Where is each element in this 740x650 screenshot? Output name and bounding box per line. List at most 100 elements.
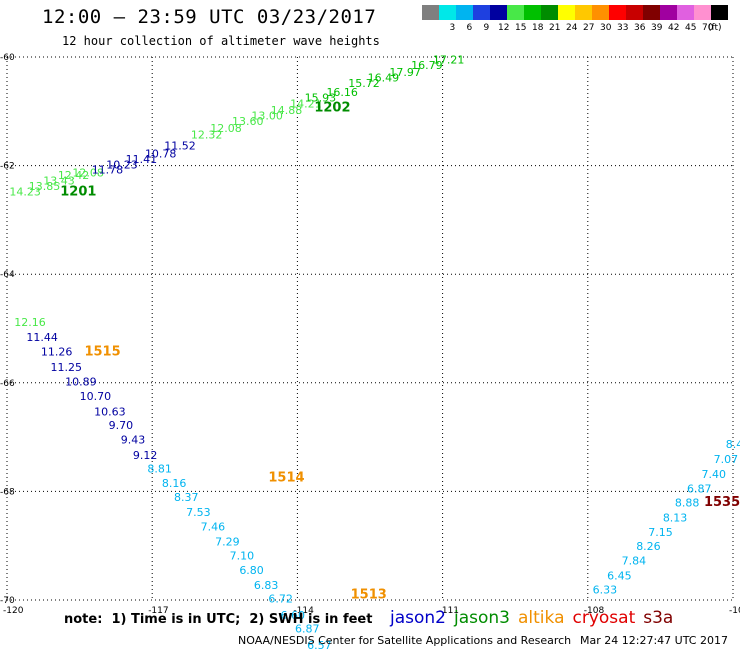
wave-height-value: 8.81: [147, 462, 172, 475]
colorbar-swatch: [575, 5, 592, 20]
colorbar-swatch: [524, 5, 541, 20]
wave-height-value: 11.41: [126, 153, 158, 166]
lon-tick-label: -114: [293, 606, 314, 616]
colorbar-swatch: [643, 5, 660, 20]
wave-height-value: 13.00: [251, 109, 282, 122]
wave-height-value: 17.97: [389, 66, 421, 79]
wave-height-value: 10.78: [145, 147, 177, 160]
wave-height-value: 8.37: [174, 491, 199, 504]
credit-line: NOAA/NESDIS Center for Satellite Applica…: [238, 634, 572, 647]
wave-height-value: 6.80: [239, 564, 264, 577]
wave-height-value: 10.70: [80, 390, 112, 403]
wave-height-value: 6.87: [295, 623, 320, 636]
colorbar-label: 9: [483, 23, 490, 33]
wave-height-value: 9.43: [121, 434, 145, 447]
colorbar-swatch: [558, 5, 575, 20]
wave-height-value: 6.33: [593, 583, 618, 596]
colorbar-swatch: [626, 5, 643, 20]
wave-height-value: 11.44: [26, 331, 58, 344]
colorbar-swatch: [711, 5, 728, 20]
wave-height-value: 12.16: [14, 316, 46, 329]
colorbar-label: 21: [549, 23, 561, 33]
colorbar-label: 15: [515, 23, 527, 33]
wave-height-value: 7.53: [186, 506, 211, 519]
colorbar-label: 27: [583, 23, 595, 33]
wave-height-value: 7.46: [201, 520, 226, 533]
colorbar-swatch: [677, 5, 694, 20]
colorbar-label: 18: [532, 23, 544, 33]
wave-height-value: 6.83: [254, 579, 279, 592]
wave-height-value: 12.32: [191, 128, 223, 141]
colorbar-swatch: [456, 5, 473, 20]
lon-tick-label: -111: [439, 606, 459, 616]
wave-height-value: 6.72: [268, 593, 293, 606]
colorbar-swatch: [592, 5, 609, 20]
wave-height-value: 14.21: [290, 97, 322, 110]
wave-height-value: 13.85: [29, 180, 60, 193]
colorbar-swatch: [694, 5, 711, 20]
pass-id-label: 1202: [314, 100, 350, 115]
wave-height-value: 16.49: [368, 71, 400, 84]
legend-item-altika: altika: [518, 608, 565, 628]
colorbar-swatch: [490, 5, 507, 20]
wave-height-value: 6.60: [280, 609, 305, 622]
pass-id-label: 1535: [704, 495, 740, 510]
satellite-legend: jason2 jason3 altika cryosat s3a: [390, 608, 681, 628]
wave-height-value: 12.08: [72, 166, 104, 179]
colorbar-label: 24: [566, 23, 578, 33]
lat-tick-label: -60: [0, 53, 15, 63]
colorbar-swatch: [439, 5, 456, 20]
colorbar-label: 3: [449, 23, 456, 33]
wave-height-value: 10.63: [94, 405, 126, 418]
legend-item-cryosat: cryosat: [572, 608, 636, 628]
wave-height-value: 8.88: [675, 497, 700, 510]
lat-tick-label: -70: [0, 596, 15, 606]
wave-height-value: 16.79: [411, 59, 443, 72]
wave-height-value: 10.23: [106, 158, 138, 171]
colorbar-label: 39: [651, 23, 663, 33]
wave-height-value: 7.40: [702, 468, 727, 481]
wave-height-value: 6.45: [607, 569, 632, 582]
colorbar-label: 12: [498, 23, 510, 33]
wave-height-value: 15.72: [348, 77, 380, 90]
colorbar-swatch: [422, 5, 439, 20]
colorbar-label: 36: [634, 23, 646, 33]
colorbar-label: 42: [668, 23, 680, 33]
lat-tick-label: -66: [0, 379, 15, 389]
legend-item-s3a: s3a: [643, 608, 674, 628]
wave-height-value: 13.43: [43, 175, 75, 188]
colorbar-unit-label: (ft): [708, 23, 722, 33]
lat-tick-label: -64: [0, 270, 15, 280]
lon-tick-label: -117: [148, 606, 168, 616]
wave-height-value: 8.13: [663, 511, 688, 524]
colorbar-label: 70: [702, 23, 714, 33]
colorbar-label: 45: [685, 23, 697, 33]
pass-id-label: 1201: [60, 184, 96, 199]
wave-height-value: 7.07: [714, 453, 739, 466]
lon-tick-label: -108: [584, 606, 605, 616]
colorbar-swatch: [660, 5, 677, 20]
wave-height-value: 11.78: [92, 164, 124, 177]
legend-item-jason2: jason2: [390, 608, 446, 628]
page-title: 12:00 – 23:59 UTC 03/23/2017: [42, 6, 377, 28]
colorbar-swatch: [609, 5, 626, 20]
colorbar-swatch: [473, 5, 490, 20]
wave-height-value: 9.12: [133, 449, 158, 462]
wave-height-value: 8.16: [162, 477, 187, 490]
lat-tick-label: -62: [0, 162, 15, 172]
pass-id-label: 1514: [268, 471, 304, 486]
wave-height-value: 7.29: [215, 536, 240, 549]
lon-tick-label: -10: [729, 606, 740, 616]
wave-height-value: 8.26: [636, 540, 661, 553]
wave-height-value: 11.26: [41, 346, 73, 359]
wave-height-value: 14.88: [271, 104, 303, 117]
pass-id-label: 1513: [351, 587, 387, 602]
colorbar-swatch: [507, 5, 524, 20]
wave-height-value: 17.21: [433, 54, 465, 67]
wave-height-value: 9.70: [109, 419, 134, 432]
lon-tick-label: -120: [3, 606, 24, 616]
colorbar-label: 6: [466, 23, 473, 33]
wave-height-value: 12.42: [58, 169, 90, 182]
wave-height-value: 11.52: [164, 139, 196, 152]
